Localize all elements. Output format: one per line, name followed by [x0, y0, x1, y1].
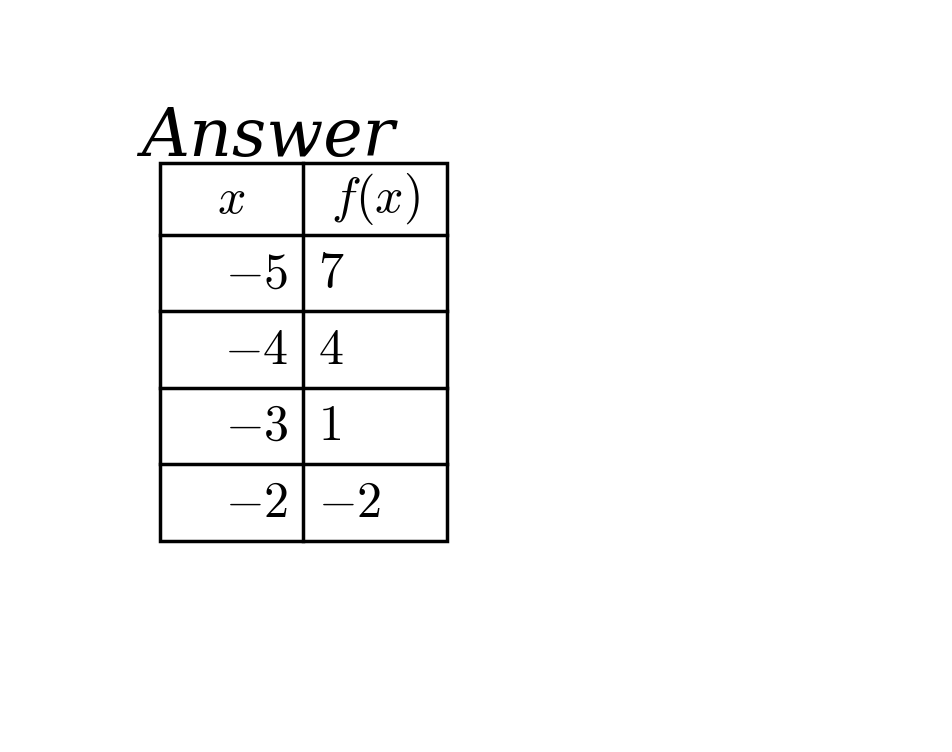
Text: $4$: $4$ — [318, 326, 344, 374]
Text: Answer: Answer — [141, 105, 395, 170]
Text: $-4$: $-4$ — [225, 326, 288, 374]
Text: $-3$: $-3$ — [225, 402, 288, 450]
Text: $-5$: $-5$ — [226, 249, 288, 297]
Text: $-2$: $-2$ — [318, 478, 382, 526]
Bar — [160, 162, 447, 541]
Text: $f(x)$: $f(x)$ — [331, 171, 420, 227]
Text: $x$: $x$ — [217, 174, 246, 223]
Bar — [160, 162, 447, 541]
Text: $7$: $7$ — [318, 249, 345, 297]
Text: $-2$: $-2$ — [226, 478, 288, 526]
Text: $1$: $1$ — [318, 402, 341, 450]
